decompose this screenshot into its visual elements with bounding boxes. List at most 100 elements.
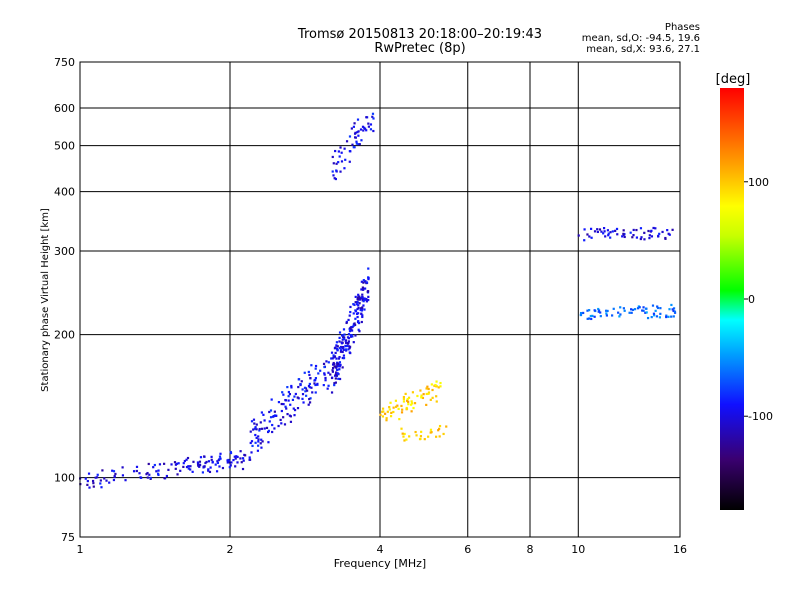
data-point xyxy=(304,390,307,393)
data-point xyxy=(99,482,102,485)
data-point xyxy=(607,234,610,237)
data-point xyxy=(277,401,281,404)
y-tick-label: 750 xyxy=(54,56,75,69)
data-point xyxy=(361,288,365,291)
data-point xyxy=(598,228,602,231)
data-point xyxy=(381,415,384,418)
data-point xyxy=(622,307,625,310)
data-point xyxy=(285,407,288,410)
data-point xyxy=(427,391,431,394)
data-point xyxy=(357,130,360,133)
data-point xyxy=(207,469,210,472)
data-point xyxy=(259,421,262,424)
data-point xyxy=(323,365,326,369)
data-point xyxy=(308,386,311,389)
data-point xyxy=(175,462,179,465)
data-point xyxy=(319,369,322,372)
data-point xyxy=(216,460,219,463)
data-point xyxy=(260,427,264,430)
data-point xyxy=(583,239,586,242)
data-point xyxy=(425,392,428,396)
data-point xyxy=(157,469,160,472)
data-point xyxy=(435,380,438,383)
data-point xyxy=(352,324,355,327)
data-point xyxy=(357,293,360,296)
data-point xyxy=(232,458,235,462)
data-point xyxy=(263,427,266,430)
data-point xyxy=(249,430,252,433)
data-point xyxy=(242,459,245,462)
data-point xyxy=(344,344,347,348)
data-point xyxy=(335,341,339,344)
colorbar-label: [deg] xyxy=(716,72,751,87)
data-point xyxy=(334,366,338,369)
plot-frame xyxy=(79,61,681,538)
data-point xyxy=(593,309,596,312)
data-point xyxy=(335,162,338,165)
data-point xyxy=(322,362,326,365)
data-point xyxy=(297,385,300,389)
data-point xyxy=(404,392,407,395)
data-point xyxy=(647,229,650,233)
data-point xyxy=(339,350,343,353)
data-point xyxy=(612,307,615,310)
data-point xyxy=(363,308,366,311)
data-point xyxy=(325,360,328,363)
data-point xyxy=(343,333,346,336)
data-point xyxy=(349,326,352,330)
data-point xyxy=(658,232,661,235)
data-point xyxy=(350,127,353,130)
data-point xyxy=(219,452,222,455)
data-point xyxy=(345,140,349,143)
data-point xyxy=(287,390,290,394)
data-point xyxy=(360,312,363,315)
data-point xyxy=(135,469,138,473)
data-point xyxy=(314,377,317,380)
data-point xyxy=(331,370,335,373)
data-point xyxy=(147,462,150,466)
data-point xyxy=(185,458,188,461)
data-point xyxy=(235,455,238,458)
data-point xyxy=(337,161,340,164)
data-point xyxy=(365,129,368,132)
data-point xyxy=(342,357,346,360)
data-point xyxy=(623,309,626,312)
data-point xyxy=(433,384,436,387)
data-point xyxy=(101,469,104,472)
data-point xyxy=(314,383,317,387)
data-point xyxy=(339,349,343,352)
data-point xyxy=(149,476,152,480)
data-point xyxy=(263,419,266,422)
data-point xyxy=(650,229,653,232)
data-point xyxy=(292,407,295,410)
data-point xyxy=(396,404,399,407)
data-point xyxy=(208,470,212,474)
data-point xyxy=(353,122,356,125)
data-point xyxy=(382,410,385,413)
data-point xyxy=(643,231,646,234)
data-point xyxy=(187,465,190,468)
data-point xyxy=(362,300,365,303)
data-point xyxy=(275,414,278,417)
data-point xyxy=(345,321,348,325)
data-point xyxy=(248,456,251,459)
data-point xyxy=(402,400,406,403)
data-point xyxy=(296,407,300,410)
data-point xyxy=(330,357,333,360)
data-point xyxy=(341,366,344,369)
data-point xyxy=(667,315,670,318)
data-point xyxy=(342,354,346,357)
data-point xyxy=(284,405,287,408)
data-point xyxy=(362,129,365,132)
data-point xyxy=(86,483,89,486)
data-point xyxy=(112,470,116,473)
data-point xyxy=(284,398,287,402)
data-point xyxy=(333,365,336,368)
data-point xyxy=(339,146,342,149)
data-point xyxy=(582,311,585,315)
data-point xyxy=(88,486,91,489)
x-axis-ticks: 1 2 4 6 8 10 16 xyxy=(77,543,688,556)
data-point xyxy=(644,311,647,314)
data-point xyxy=(342,337,346,340)
